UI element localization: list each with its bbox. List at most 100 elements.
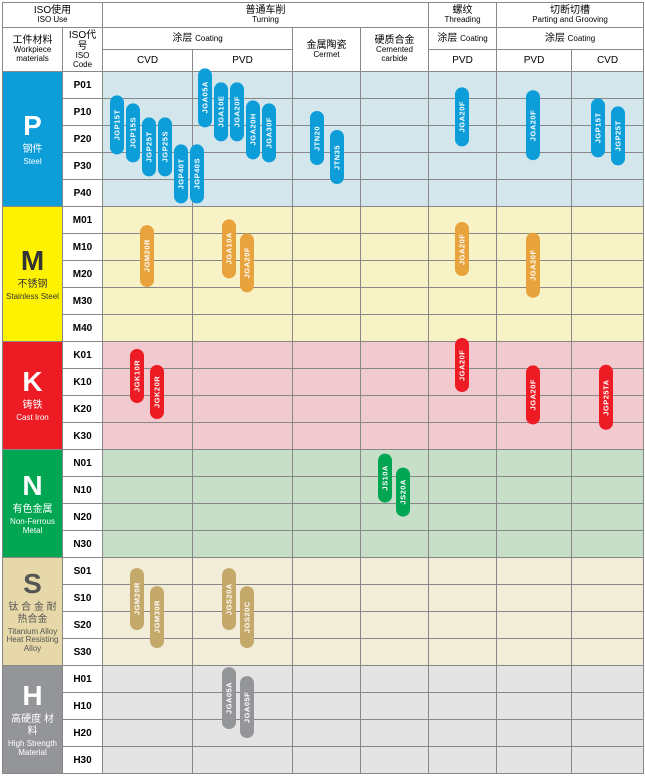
data-cell bbox=[429, 234, 497, 261]
data-cell bbox=[361, 234, 429, 261]
data-cell bbox=[193, 126, 293, 153]
data-cell bbox=[103, 369, 193, 396]
data-cell bbox=[293, 72, 361, 99]
data-cell bbox=[572, 531, 644, 558]
data-cell bbox=[361, 612, 429, 639]
data-cell bbox=[293, 288, 361, 315]
data-cell bbox=[429, 180, 497, 207]
data-cell bbox=[361, 369, 429, 396]
data-cell bbox=[193, 504, 293, 531]
data-cell bbox=[293, 342, 361, 369]
data-cell bbox=[103, 234, 193, 261]
data-cell bbox=[572, 639, 644, 666]
iso-code: S20 bbox=[63, 612, 103, 639]
iso-code: M10 bbox=[63, 234, 103, 261]
data-cell bbox=[572, 234, 644, 261]
chart-table: ISO使用ISO Use 普通车削Turning 螺纹Threading 切断切… bbox=[2, 2, 644, 774]
data-cell bbox=[497, 639, 572, 666]
data-cell bbox=[497, 396, 572, 423]
iso-code: N01 bbox=[63, 450, 103, 477]
data-cell bbox=[103, 504, 193, 531]
data-cell bbox=[193, 342, 293, 369]
data-cell bbox=[293, 720, 361, 747]
iso-code: K20 bbox=[63, 396, 103, 423]
data-cell bbox=[572, 666, 644, 693]
data-cell bbox=[193, 585, 293, 612]
data-cell bbox=[361, 450, 429, 477]
data-cell bbox=[361, 207, 429, 234]
data-cell bbox=[429, 666, 497, 693]
data-cell bbox=[497, 315, 572, 342]
data-cell bbox=[103, 666, 193, 693]
data-cell bbox=[429, 639, 497, 666]
data-cell bbox=[293, 423, 361, 450]
data-cell bbox=[103, 558, 193, 585]
data-cell bbox=[497, 72, 572, 99]
data-cell bbox=[361, 747, 429, 774]
data-cell bbox=[497, 585, 572, 612]
data-cell bbox=[193, 747, 293, 774]
data-cell bbox=[103, 288, 193, 315]
data-cell bbox=[361, 315, 429, 342]
data-cell bbox=[103, 477, 193, 504]
iso-code: N10 bbox=[63, 477, 103, 504]
data-cell bbox=[361, 531, 429, 558]
iso-code: K01 bbox=[63, 342, 103, 369]
category-P: P钢件Steel bbox=[3, 72, 63, 207]
data-cell bbox=[103, 639, 193, 666]
data-cell bbox=[497, 207, 572, 234]
data-cell bbox=[361, 153, 429, 180]
data-cell bbox=[497, 666, 572, 693]
data-cell bbox=[193, 720, 293, 747]
data-cell bbox=[103, 693, 193, 720]
iso-code: H20 bbox=[63, 720, 103, 747]
data-cell bbox=[293, 99, 361, 126]
data-cell bbox=[497, 720, 572, 747]
data-cell bbox=[429, 693, 497, 720]
data-cell bbox=[293, 234, 361, 261]
data-cell bbox=[103, 396, 193, 423]
data-cell bbox=[103, 99, 193, 126]
data-cell bbox=[361, 693, 429, 720]
data-cell bbox=[572, 180, 644, 207]
category-H: H高硬度 材 料High Strength Material bbox=[3, 666, 63, 774]
data-cell bbox=[293, 504, 361, 531]
data-cell bbox=[193, 207, 293, 234]
data-cell bbox=[497, 531, 572, 558]
category-K: K铸铁Cast Iron bbox=[3, 342, 63, 450]
data-cell bbox=[429, 288, 497, 315]
data-cell bbox=[361, 342, 429, 369]
iso-code: P40 bbox=[63, 180, 103, 207]
category-S: S钛 合 金 耐热合金Titanium Alloy Heat Resisting… bbox=[3, 558, 63, 666]
data-cell bbox=[497, 180, 572, 207]
data-cell bbox=[193, 99, 293, 126]
data-cell bbox=[361, 585, 429, 612]
data-cell bbox=[193, 180, 293, 207]
data-cell bbox=[497, 558, 572, 585]
data-cell bbox=[429, 369, 497, 396]
iso-code: H01 bbox=[63, 666, 103, 693]
data-cell bbox=[361, 396, 429, 423]
data-cell bbox=[429, 504, 497, 531]
data-cell bbox=[103, 153, 193, 180]
iso-code: P30 bbox=[63, 153, 103, 180]
data-cell bbox=[103, 126, 193, 153]
data-cell bbox=[193, 477, 293, 504]
data-cell bbox=[497, 477, 572, 504]
data-cell bbox=[429, 531, 497, 558]
data-cell bbox=[429, 342, 497, 369]
data-cell bbox=[103, 342, 193, 369]
data-cell bbox=[361, 504, 429, 531]
iso-code: H10 bbox=[63, 693, 103, 720]
data-cell bbox=[429, 720, 497, 747]
data-cell bbox=[293, 261, 361, 288]
iso-code: M30 bbox=[63, 288, 103, 315]
data-cell bbox=[193, 234, 293, 261]
data-cell bbox=[497, 450, 572, 477]
iso-code: M01 bbox=[63, 207, 103, 234]
data-cell bbox=[429, 261, 497, 288]
data-cell bbox=[293, 693, 361, 720]
data-cell bbox=[193, 423, 293, 450]
data-cell bbox=[193, 369, 293, 396]
data-cell bbox=[497, 693, 572, 720]
